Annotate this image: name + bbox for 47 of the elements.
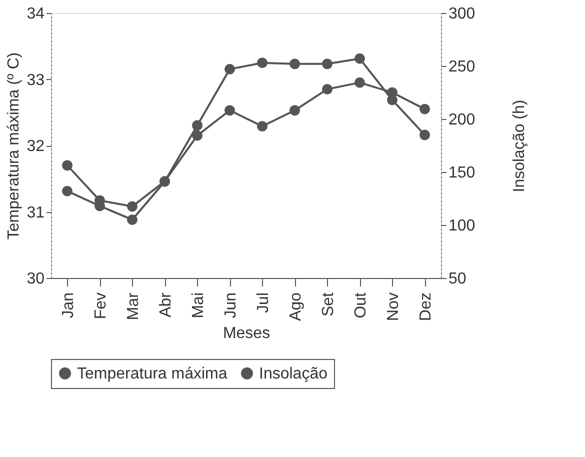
point bbox=[354, 77, 365, 88]
point bbox=[127, 201, 138, 212]
point bbox=[257, 58, 268, 68]
y-tick-label: 30 bbox=[26, 270, 45, 288]
x-tick-label: Jan bbox=[60, 292, 77, 318]
point bbox=[257, 121, 268, 132]
x-axis-title: Meses bbox=[222, 324, 270, 342]
x-tick-label: Set bbox=[320, 292, 337, 317]
point bbox=[420, 104, 430, 114]
x-tick-label: Dez bbox=[417, 292, 434, 321]
point bbox=[387, 94, 398, 106]
legend-label: Insolação bbox=[259, 365, 328, 382]
point bbox=[192, 120, 202, 131]
y2-tick-label: 150 bbox=[448, 164, 476, 182]
y-axis-title: Temperatura máxima (º C) bbox=[6, 52, 23, 240]
y-tick-label: 31 bbox=[26, 204, 45, 222]
legend-label: Temperatura máxima bbox=[77, 365, 228, 382]
point bbox=[290, 105, 300, 116]
y2-axis-title: Insolação (h) bbox=[511, 100, 528, 192]
point bbox=[322, 84, 332, 94]
x-tick-label: Out bbox=[352, 292, 370, 318]
y2-tick-label: 250 bbox=[448, 58, 476, 76]
y2-tick-label: 50 bbox=[448, 270, 466, 288]
point bbox=[322, 58, 332, 70]
y2-tick-label: 100 bbox=[448, 218, 476, 234]
x-tick-label: Nov bbox=[384, 292, 402, 321]
x-tick-label: Fev bbox=[92, 292, 110, 320]
point bbox=[62, 160, 72, 171]
point bbox=[192, 130, 202, 141]
point bbox=[354, 53, 365, 64]
x-tick-label: Ago bbox=[287, 292, 304, 321]
point bbox=[224, 105, 235, 116]
x-tick-label: Abr bbox=[157, 292, 174, 318]
point bbox=[127, 214, 138, 225]
x-tick-label: Mai bbox=[190, 292, 207, 318]
x-tick-label: Jul bbox=[254, 292, 272, 313]
x-tick-label: Mar bbox=[124, 292, 142, 320]
point bbox=[290, 58, 300, 70]
point bbox=[420, 130, 430, 140]
y-tick-label: 33 bbox=[26, 72, 45, 89]
x-tick-label: Jun bbox=[222, 292, 240, 318]
y-tick-label: 32 bbox=[26, 138, 45, 155]
y-tick-label: 34 bbox=[26, 6, 45, 22]
point bbox=[224, 64, 235, 74]
y2-tick-label: 300 bbox=[448, 6, 476, 22]
point bbox=[62, 186, 72, 196]
y2-tick-label: 200 bbox=[448, 112, 476, 128]
